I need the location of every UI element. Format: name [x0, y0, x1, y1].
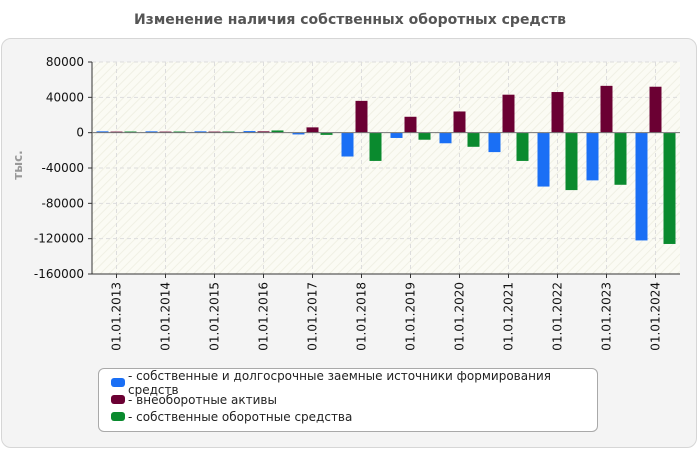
bar-series-1 [306, 127, 319, 133]
legend-swatch-working-capital [111, 412, 125, 421]
bar-series-2 [418, 132, 431, 140]
bar-series-1 [159, 131, 172, 133]
bar-series-1 [404, 116, 417, 133]
x-tick-label: 01.01.2024 [649, 282, 663, 351]
x-tick-label: 01.01.2015 [208, 282, 222, 351]
bar-series-1 [551, 92, 564, 133]
bar-series-0 [390, 132, 403, 138]
legend: - собственные и долгосрочные заемные ист… [98, 368, 598, 432]
bar-series-0 [145, 131, 158, 133]
legend-item-noncurrent-assets: - внеоборотные активы [111, 391, 597, 408]
x-tick-label: 01.01.2023 [600, 282, 614, 351]
bar-series-2 [614, 132, 627, 185]
bar-series-0 [292, 132, 305, 135]
bar-series-0 [341, 132, 354, 157]
y-tick-label: -80000 [41, 196, 84, 210]
bar-series-2 [173, 131, 186, 133]
bar-series-1 [502, 94, 515, 133]
bar-series-1 [355, 100, 368, 133]
bar-series-0 [243, 131, 256, 133]
bar-series-0 [635, 132, 648, 241]
x-tick-label: 01.01.2022 [551, 282, 565, 351]
axes [88, 61, 680, 278]
bar-series-0 [537, 132, 550, 187]
bar-series-1 [110, 131, 123, 133]
legend-item-working-capital: - собственные оборотные средства [111, 408, 597, 425]
bar-series-0 [586, 132, 599, 181]
y-tick-label: 40000 [46, 90, 84, 104]
bar-series-2 [516, 132, 529, 161]
bar-series-1 [649, 86, 662, 133]
bar-series-1 [257, 131, 270, 133]
x-tick-label: 01.01.2019 [404, 282, 418, 351]
bar-series-2 [565, 132, 578, 191]
legend-swatch-sources [111, 378, 125, 387]
legend-label-working-capital: - собственные оборотные средства [128, 409, 353, 424]
bar-series-2 [271, 130, 284, 133]
legend-swatch-noncurrent-assets [111, 395, 125, 404]
bar-series-1 [208, 131, 221, 133]
bar-series-2 [124, 131, 137, 133]
y-tick-label: 80000 [46, 55, 84, 69]
x-tick-labels: 01.01.2013 01.01.2014 01.01.2015 01.01.2016… [110, 282, 663, 351]
bars [96, 85, 676, 244]
bar-series-2 [467, 132, 480, 147]
x-tick-label: 01.01.2018 [355, 282, 369, 351]
legend-label-sources: - собственные и долгосрочные заемные ист… [128, 368, 551, 397]
chart-title: Изменение наличия собственных оборотных … [133, 12, 567, 28]
x-tick-label: 01.01.2020 [453, 282, 467, 351]
y-tick-label: -120000 [34, 232, 84, 246]
bar-series-0 [194, 131, 207, 133]
bar-series-2 [663, 132, 676, 244]
y-axis-label: тыс. [11, 150, 25, 179]
legend-item-sources: - собственные и долгосрочные заемные ист… [111, 369, 597, 397]
legend-label-noncurrent-assets: - внеоборотные активы [128, 392, 277, 407]
y-tick-labels: 80000 40000 0 -40000 -80000 -120000 -160000 [34, 55, 84, 281]
bar-series-1 [453, 111, 466, 133]
bar-series-0 [439, 132, 452, 144]
bar-series-2 [369, 132, 382, 161]
y-tick-label: -40000 [41, 161, 84, 175]
x-tick-label: 01.01.2021 [502, 282, 516, 351]
bar-series-2 [222, 131, 235, 133]
y-tick-label: -160000 [34, 267, 84, 281]
bar-series-1 [600, 85, 613, 133]
x-tick-label: 01.01.2017 [306, 282, 320, 351]
y-tick-label: 0 [76, 126, 84, 140]
bar-series-0 [96, 131, 109, 133]
bar-series-0 [488, 132, 501, 153]
x-tick-label: 01.01.2014 [159, 282, 173, 351]
x-tick-label: 01.01.2013 [110, 282, 124, 351]
x-tick-label: 01.01.2016 [257, 282, 271, 351]
bar-series-2 [320, 132, 333, 135]
